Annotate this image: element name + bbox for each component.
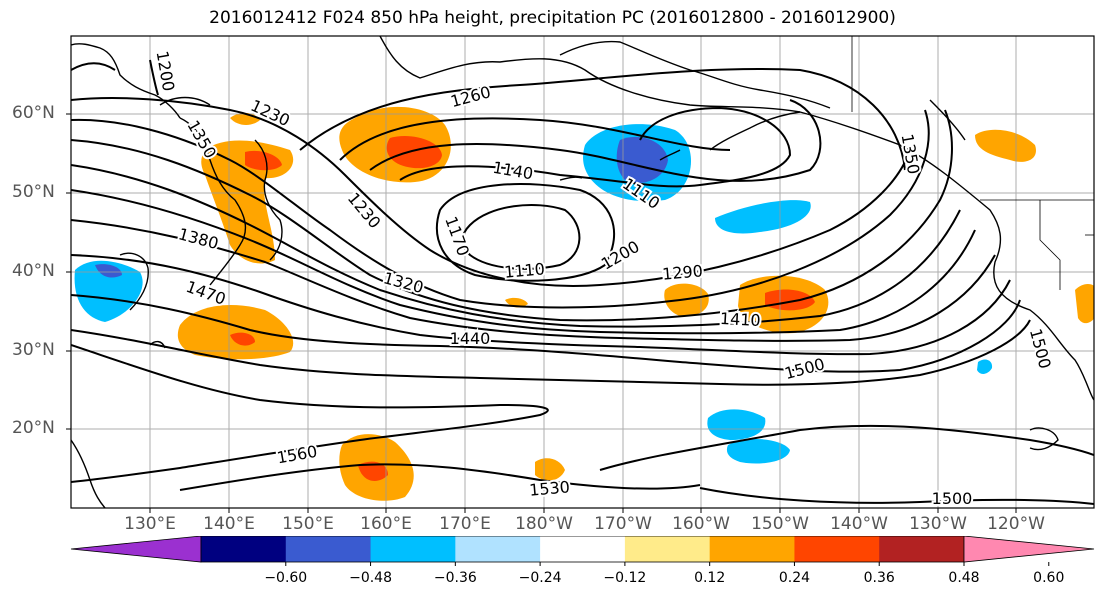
colorbar-cell xyxy=(201,536,287,562)
lat-label: 20°N xyxy=(12,418,55,438)
colorbar-tick-label: 0.36 xyxy=(863,570,895,586)
lat-label: 40°N xyxy=(12,261,55,281)
map-title: 2016012412 F024 850 hPa height, precipit… xyxy=(209,8,896,28)
colorbar-min-extend-arrow xyxy=(70,536,202,563)
lat-label: 50°N xyxy=(12,182,55,202)
height-contours xyxy=(71,59,1094,505)
colorbar-max-extend-arrow xyxy=(963,536,1095,563)
lat-label: 60°N xyxy=(12,103,55,123)
lon-label: 130°E xyxy=(124,514,176,534)
axis-ticks xyxy=(66,113,1017,513)
colorbar-tick-label: 0.12 xyxy=(694,570,726,586)
colorbar-tick-label: 0.48 xyxy=(948,570,980,586)
lon-label: 130°W xyxy=(909,514,967,534)
colorbar-cell xyxy=(794,536,880,562)
colorbar-tick-label: 0.24 xyxy=(778,570,811,586)
colorbar-tick-label: −0.48 xyxy=(349,570,392,586)
colorbar-cell xyxy=(879,536,965,562)
contour-label: 1530 xyxy=(528,477,570,499)
colorbar-cell xyxy=(455,536,541,562)
precip-shading xyxy=(74,106,1094,501)
borders xyxy=(851,36,1094,290)
colorbar-tick-label: −0.60 xyxy=(264,570,308,586)
colorbar-tick-label: 0.60 xyxy=(1033,570,1065,586)
lon-label: 140°E xyxy=(203,514,255,534)
graticule xyxy=(71,36,1094,508)
colorbar-tick-label: −0.12 xyxy=(603,570,647,586)
lon-label: 150°E xyxy=(282,514,334,534)
lat-label: 30°N xyxy=(12,340,55,360)
colorbar-cell xyxy=(370,536,456,562)
lon-label: 170°W xyxy=(594,514,652,534)
contour-label: 1110 xyxy=(503,259,545,281)
lon-label: 180°W xyxy=(515,514,573,534)
lon-label: 160°W xyxy=(672,514,730,534)
lon-label: 140°W xyxy=(830,514,888,534)
contour-label: 1290 xyxy=(661,261,703,283)
colorbar-cell xyxy=(540,536,626,562)
colorbar-cell xyxy=(624,536,711,562)
contour-label: 1500 xyxy=(932,489,973,508)
lon-label: 170°E xyxy=(439,514,491,534)
colorbar-cell xyxy=(709,536,795,562)
lon-label: 160°E xyxy=(360,514,412,534)
lon-label: 120°W xyxy=(987,514,1045,534)
colorbar-tick-label: −0.24 xyxy=(518,570,562,586)
contour-label: 1440 xyxy=(450,329,491,348)
contour-label: 1410 xyxy=(719,309,761,330)
lon-label: 150°W xyxy=(751,514,809,534)
colorbar-cell xyxy=(285,536,372,562)
colorbar-tick-label: −0.36 xyxy=(433,570,477,586)
colorbar xyxy=(70,536,1095,566)
